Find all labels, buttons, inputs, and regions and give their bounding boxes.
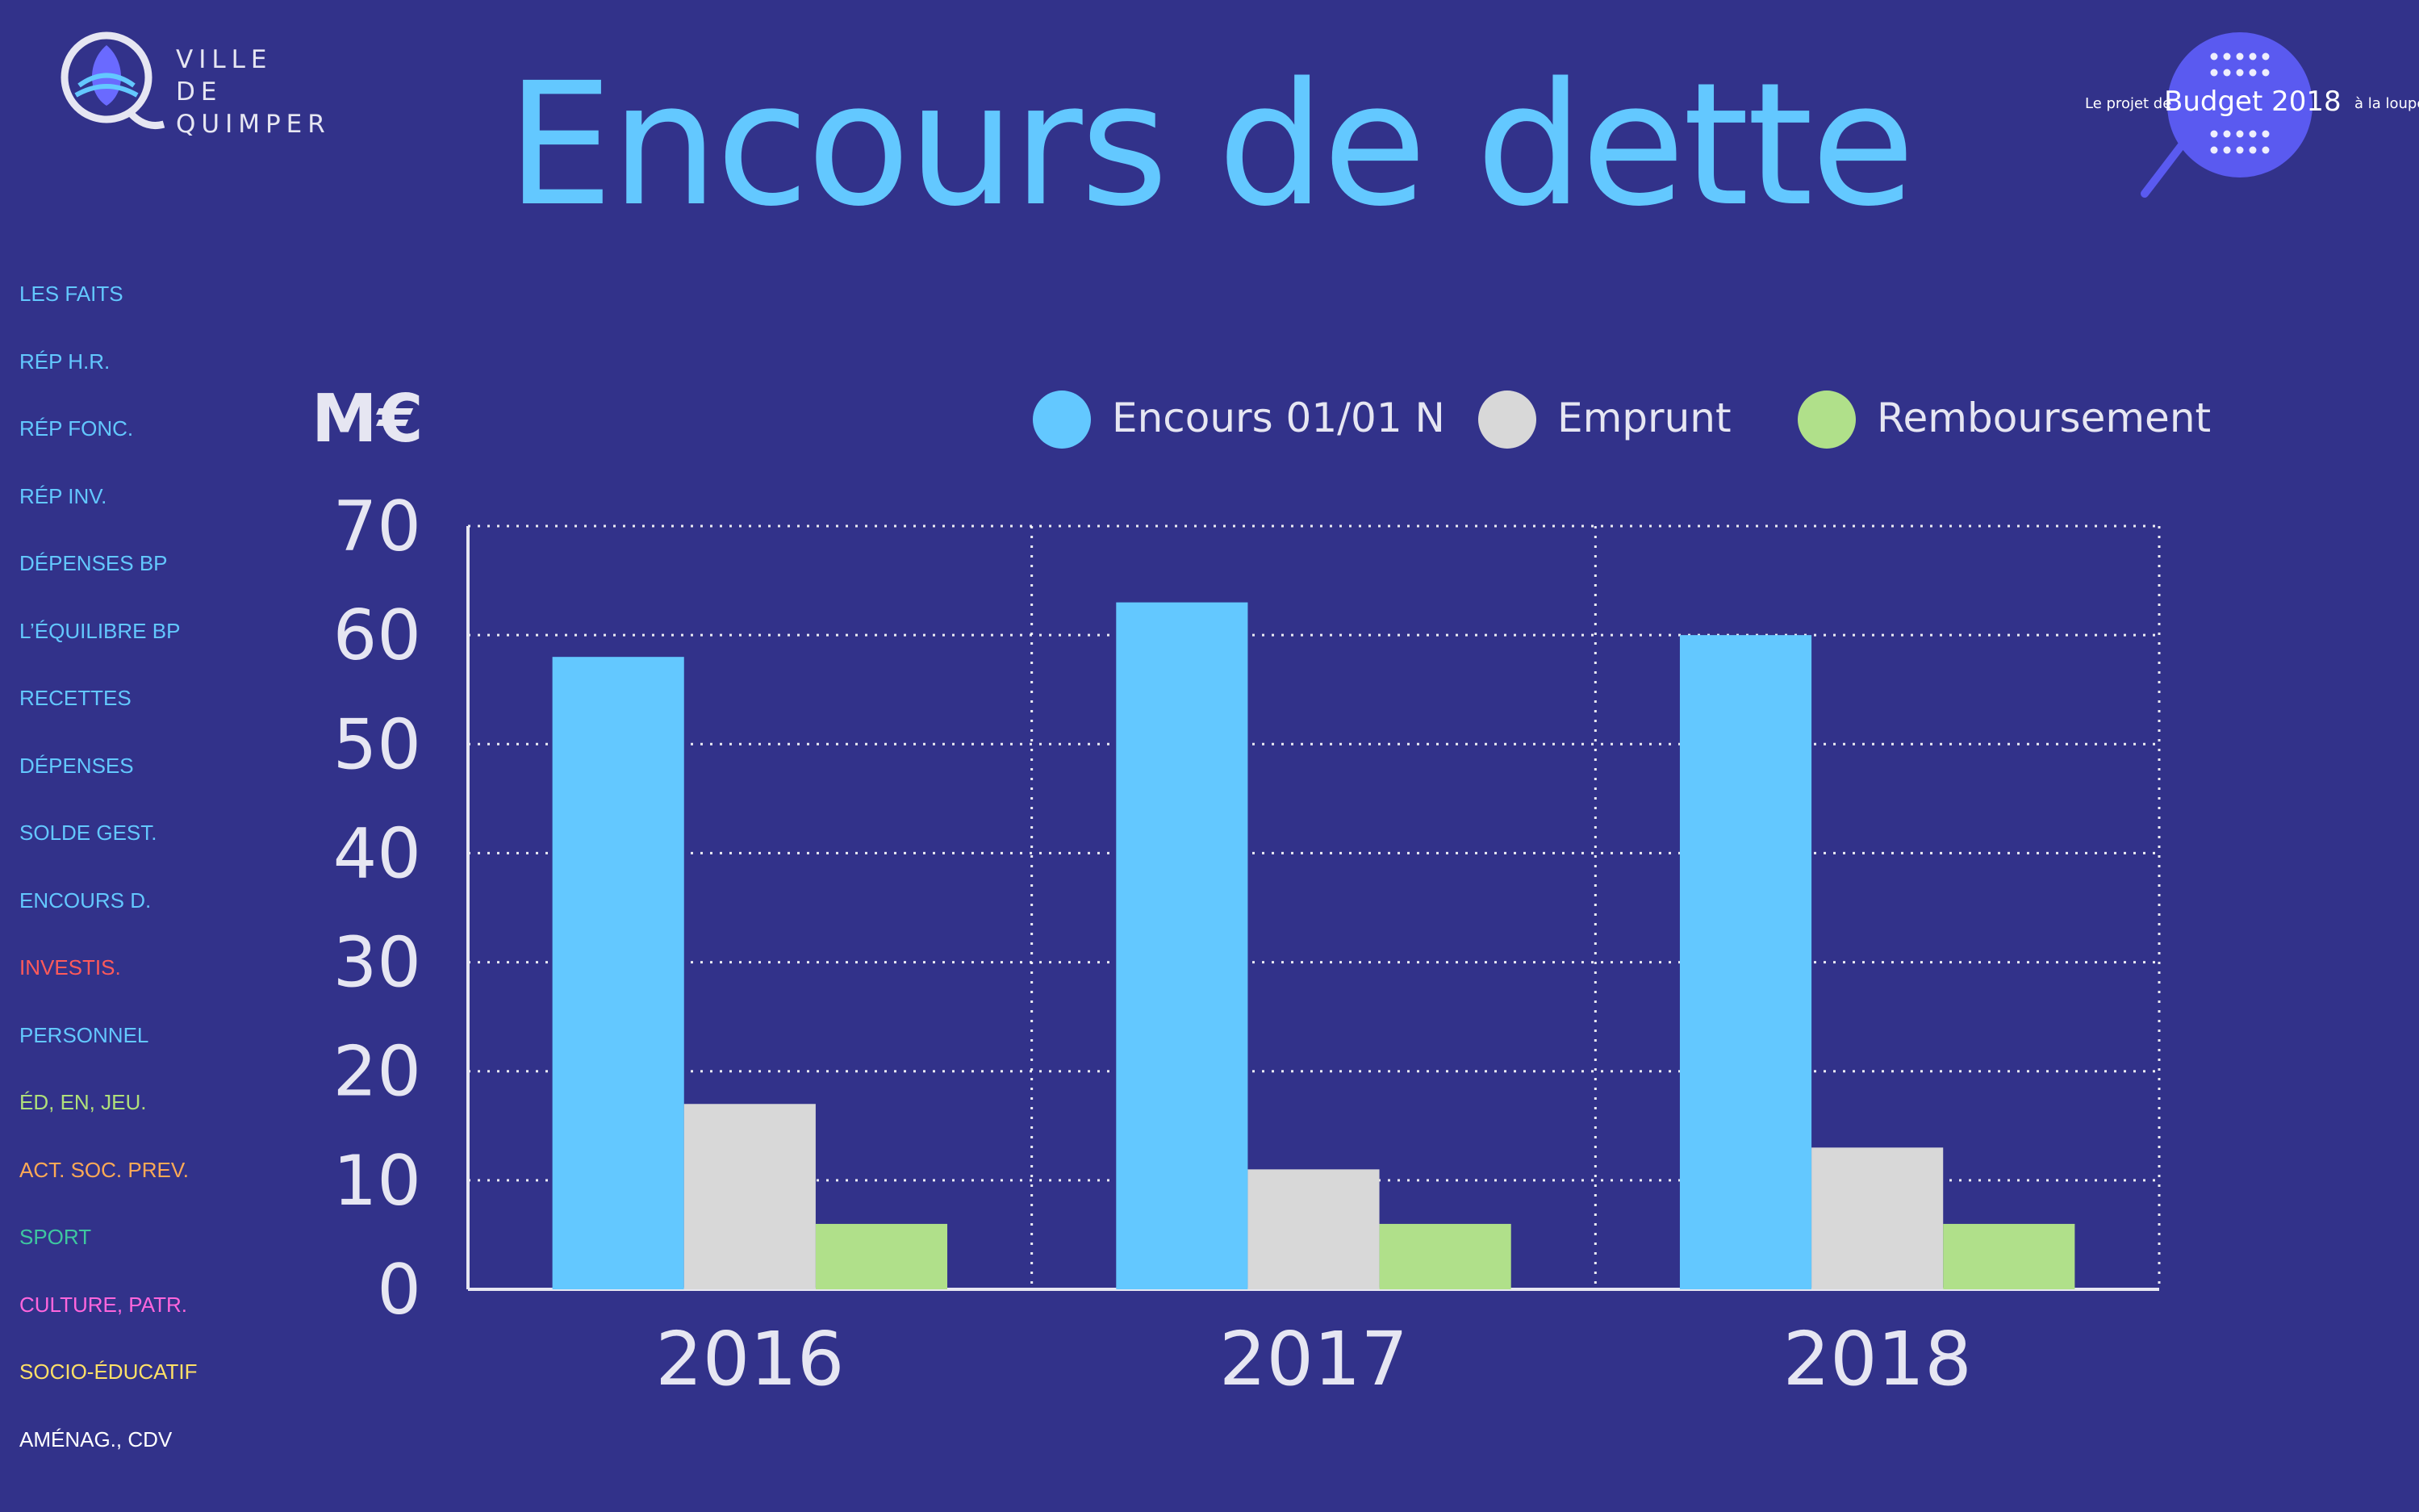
bar (1811, 1147, 1944, 1289)
bar (815, 1223, 948, 1289)
legend-swatch (1478, 391, 1536, 449)
badge-prefix: Le projet de (2085, 95, 2172, 112)
bar (1943, 1223, 2075, 1289)
x-tick-label: 2018 (1783, 1316, 1972, 1402)
bar (1116, 602, 1248, 1289)
page-title: Encours de dette (506, 46, 1916, 244)
nav-item[interactable]: RÉP FONC. (19, 416, 134, 441)
nav-item[interactable]: SOLDE GEST. (19, 821, 157, 845)
logo-emblem-icon (61, 31, 165, 129)
x-tick-label: 2017 (1219, 1316, 1408, 1402)
nav-item[interactable]: RECETTES (19, 686, 132, 710)
legend-label: Encours 01/01 N (1112, 395, 1445, 441)
section-nav: LES FAITS RÉP H.R. RÉP FONC. RÉP INV. DÉPENS… (19, 274, 253, 1487)
nav-item[interactable]: AMÉNAG., CDV (19, 1426, 173, 1451)
nav-item[interactable]: ACT. SOC. PREV. (19, 1157, 189, 1182)
y-tick-label: 0 (377, 1250, 421, 1330)
nav-item[interactable]: DÉPENSES (19, 753, 134, 778)
nav-item[interactable]: RÉP INV. (19, 483, 107, 508)
y-tick-label: 30 (333, 923, 421, 1004)
nav-item[interactable]: INVESTIS. (19, 955, 121, 979)
city-logo[interactable]: VILLE DE QUIMPER (55, 29, 378, 139)
bar (552, 657, 684, 1289)
x-tick-label: 2016 (655, 1316, 844, 1402)
bar (1679, 635, 1812, 1289)
y-tick-label: 40 (333, 813, 421, 894)
y-axis-unit-label: M€ (311, 381, 424, 457)
y-tick-label: 50 (333, 704, 421, 785)
budget-badge[interactable]: Le projet de Budget 2018 à la loupe (2074, 23, 2419, 216)
y-tick-label: 20 (333, 1032, 421, 1113)
brand-line2: DE QUIMPER (176, 77, 331, 139)
bar (683, 1104, 816, 1289)
nav-item[interactable]: SPORT (19, 1225, 92, 1249)
nav-item[interactable]: ENCOURS D. (19, 888, 152, 913)
legend-label: Emprunt (1557, 395, 1732, 441)
nav-item[interactable]: SOCIO-ÉDUCATIF (19, 1360, 198, 1384)
y-tick-label: 10 (333, 1141, 421, 1222)
brand-name: VILLE DE QUIMPER (176, 44, 378, 140)
nav-item[interactable]: DÉPENSES BP (19, 551, 168, 575)
nav-item[interactable]: PERSONNEL (19, 1022, 149, 1047)
bar (1379, 1223, 1511, 1289)
brand-line1: VILLE (176, 45, 273, 74)
legend-label: Remboursement (1877, 395, 2212, 441)
nav-item[interactable]: ÉD, EN, JEU. (19, 1090, 147, 1114)
y-tick-label: 70 (333, 487, 421, 567)
legend-swatch (1798, 391, 1856, 449)
bar (1247, 1169, 1380, 1289)
nav-item[interactable]: RÉP H.R. (19, 349, 111, 374)
legend-swatch (1033, 391, 1091, 449)
magnifier-icon (2141, 32, 2312, 198)
badge-suffix: à la loupe (2354, 95, 2419, 112)
nav-item[interactable]: L’ÉQUILIBRE BP (19, 618, 181, 643)
nav-item[interactable]: CULTURE, PATR. (19, 1292, 188, 1317)
y-tick-label: 60 (333, 595, 421, 676)
badge-main-text: Budget 2018 (2164, 86, 2342, 118)
nav-item[interactable]: LES FAITS (19, 282, 123, 306)
